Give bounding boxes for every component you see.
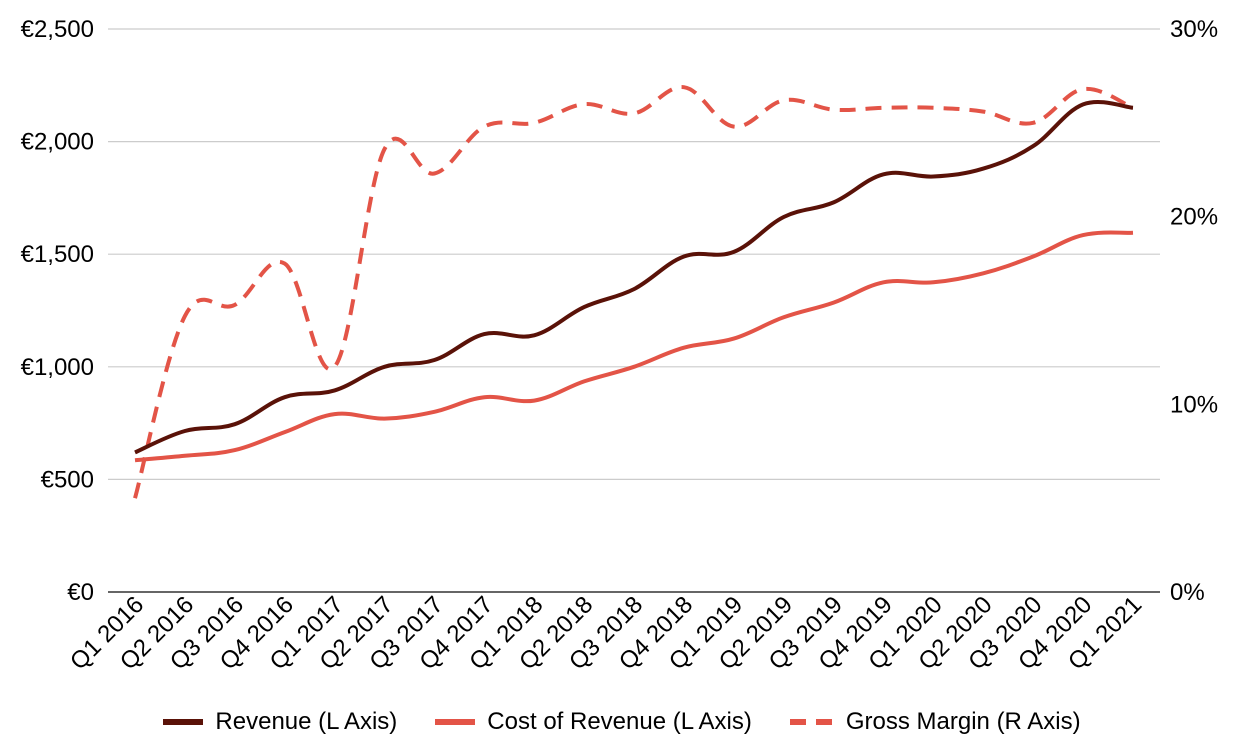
legend-item: Revenue (L Axis) (163, 708, 397, 736)
left-axis-tick-label: €2,500 (21, 16, 94, 43)
left-axis-tick-label: €1,500 (21, 241, 94, 268)
right-axis-tick-label: 30% (1170, 16, 1218, 43)
right-axis-ticks: 0% 10% 20% 30% (1170, 16, 1218, 606)
legend-swatch (163, 719, 204, 725)
legend-swatch (789, 719, 834, 725)
series-line-0 (134, 99, 1134, 455)
series-line-2 (133, 85, 1134, 499)
left-axis-ticks: €0 €500 €1,000 €1,500 €2,000 €2,500 (21, 16, 94, 606)
left-axis-tick-label: €1,000 (21, 354, 94, 381)
legend-label: Cost of Revenue (L Axis) (487, 708, 752, 735)
legend-label: Revenue (L Axis) (215, 708, 398, 735)
right-axis-tick-label: 10% (1170, 391, 1218, 418)
legend-item: Gross Margin (R Axis) (789, 708, 1081, 736)
legend-swatch (435, 719, 476, 725)
series-line-1 (134, 230, 1134, 463)
left-axis-tick-label: €2,000 (21, 129, 94, 156)
left-axis-tick-label: €500 (41, 466, 94, 493)
right-axis-tick-label: 20% (1170, 204, 1218, 231)
series-lines (133, 85, 1134, 499)
right-axis-tick-label: 0% (1170, 579, 1205, 606)
gridlines (108, 28, 1160, 593)
legend-label: Gross Margin (R Axis) (845, 708, 1081, 735)
left-axis-tick-label: €0 (67, 579, 94, 606)
legend: Revenue (L Axis) Cost of Revenue (L Axis)… (0, 702, 1244, 742)
legend-item: Cost of Revenue (L Axis) (435, 708, 752, 736)
